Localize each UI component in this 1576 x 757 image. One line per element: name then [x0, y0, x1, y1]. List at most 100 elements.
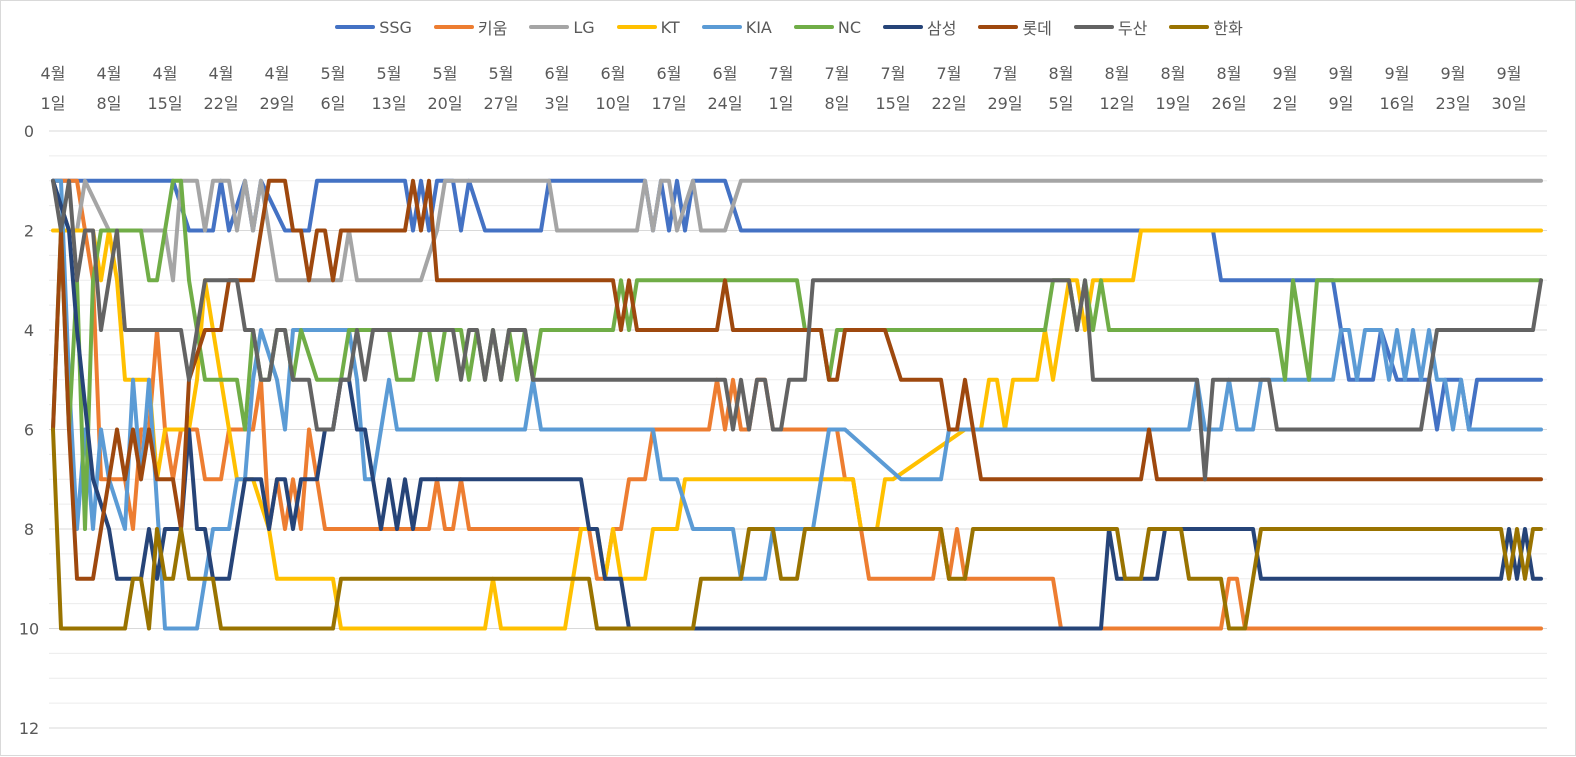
- x-tick-label-month: 6월: [657, 64, 682, 83]
- x-tick-label-day: 17일: [651, 94, 686, 113]
- x-tick-label-day: 22일: [203, 94, 238, 113]
- legend-swatch: [433, 25, 474, 29]
- y-tick-label: 10: [19, 620, 39, 639]
- x-tick-label-month: 8월: [1161, 64, 1186, 83]
- series-line-KIA: [51, 178, 1543, 631]
- legend-swatch: [883, 25, 923, 29]
- legend-swatch: [978, 25, 1019, 29]
- y-tick-label: 0: [24, 122, 34, 141]
- x-tick-label-month: 7월: [881, 64, 906, 83]
- x-tick-label-month: 9월: [1385, 64, 1410, 83]
- legend: SSG 키움 LG KT KIA NC 삼성 롯데 두산 한화: [1, 15, 1576, 39]
- x-tick-label-day: 1일: [41, 94, 66, 113]
- x-tick-label-day: 23일: [1435, 94, 1470, 113]
- legend-label: KT: [660, 17, 680, 37]
- x-tick-label-month: 6월: [545, 64, 570, 83]
- x-tick-label-day: 5일: [1049, 94, 1074, 113]
- x-tick-label-month: 9월: [1273, 64, 1298, 83]
- legend-label: LG: [573, 17, 595, 37]
- legend-swatch: [529, 25, 570, 29]
- x-tick-label-month: 5월: [321, 64, 346, 83]
- x-tick-label-day: 15일: [875, 94, 910, 113]
- y-tick-label: 6: [24, 421, 34, 440]
- legend-label: 두산: [1117, 19, 1148, 38]
- x-tick-label-month: 9월: [1329, 64, 1354, 83]
- x-tick-label-month: 8월: [1105, 64, 1130, 83]
- x-tick-label-day: 10일: [595, 94, 630, 113]
- series-lines: [51, 178, 1543, 631]
- x-tick-label-day: 19일: [1155, 94, 1190, 113]
- legend-item: 두산: [1073, 15, 1148, 39]
- y-tick-label: 4: [24, 321, 34, 340]
- legend-swatch: [1169, 25, 1210, 29]
- legend-item: KT: [616, 15, 680, 39]
- x-tick-label-month: 4월: [97, 64, 122, 83]
- legend-item: LG: [529, 15, 595, 39]
- x-tick-label-month: 7월: [937, 64, 962, 83]
- x-tick-label-month: 8월: [1049, 64, 1074, 83]
- x-tick-label-month: 7월: [825, 64, 850, 83]
- legend-label: 롯데: [1022, 19, 1052, 38]
- x-tick-label-day: 12일: [1099, 94, 1134, 113]
- x-tick-label-month: 4월: [209, 64, 234, 83]
- x-tick-label-month: 7월: [993, 64, 1018, 83]
- legend-item: SSG: [335, 15, 412, 39]
- x-tick-label-month: 6월: [601, 64, 626, 83]
- y-axis-ticks: 0 2 4 6 8 10 12: [19, 122, 39, 738]
- x-tick-label-day: 24일: [707, 94, 742, 113]
- legend-label: NC: [837, 17, 861, 37]
- legend-swatch: [335, 25, 376, 29]
- x-tick-label-day: 2일: [1273, 94, 1298, 113]
- x-tick-label-month: 6월: [713, 64, 738, 83]
- legend-label: 한화: [1213, 19, 1243, 38]
- x-tick-label-day: 8일: [825, 94, 850, 113]
- legend-item: NC: [793, 15, 861, 39]
- x-tick-label-day: 30일: [1491, 94, 1526, 113]
- series-line-키움: [51, 178, 1543, 631]
- x-tick-label-month: 5월: [433, 64, 458, 83]
- x-tick-label-month: 8월: [1217, 64, 1242, 83]
- y-tick-label: 2: [24, 222, 34, 241]
- y-tick-label: 8: [24, 520, 34, 539]
- x-tick-label-month: 4월: [153, 64, 178, 83]
- legend-label: KIA: [745, 17, 772, 37]
- x-tick-label-month: 9월: [1497, 64, 1522, 83]
- legend-swatch: [616, 25, 657, 29]
- x-tick-label-day: 13일: [371, 94, 406, 113]
- x-tick-label-day: 3일: [545, 94, 570, 113]
- x-tick-label-day: 27일: [483, 94, 518, 113]
- x-tick-label-month: 5월: [377, 64, 402, 83]
- x-tick-label-day: 29일: [259, 94, 294, 113]
- x-tick-label-day: 16일: [1379, 94, 1414, 113]
- legend-label: 키움: [477, 19, 508, 38]
- legend-item: 한화: [1169, 15, 1243, 39]
- legend-swatch: [701, 25, 742, 29]
- legend-item: 롯데: [978, 15, 1052, 39]
- x-tick-label-month: 4월: [265, 64, 290, 83]
- x-tick-label-month: 4월: [41, 64, 66, 83]
- x-tick-label-day: 22일: [931, 94, 966, 113]
- legend-item: KIA: [701, 15, 772, 39]
- x-tick-label-day: 26일: [1211, 94, 1246, 113]
- x-axis-ticks: 4월 1일 4월 8일 4월 15일 4월 22일 4월 29일 5월 6일 5월 13일 5월 20일 5월 2…: [41, 64, 1527, 113]
- x-tick-label-day: 6일: [321, 94, 346, 113]
- series-line-KT: [51, 228, 1543, 631]
- legend-item: 삼성: [883, 15, 956, 39]
- x-tick-label-month: 9월: [1441, 64, 1466, 83]
- legend-swatch: [1073, 25, 1114, 29]
- series-line-한화: [51, 427, 1543, 631]
- x-tick-label-day: 9일: [1329, 94, 1354, 113]
- y-tick-label: 12: [19, 719, 39, 738]
- legend-label: 삼성: [927, 19, 957, 38]
- x-tick-label-month: 7월: [769, 64, 794, 83]
- x-tick-label-day: 20일: [427, 94, 462, 113]
- x-tick-label-day: 29일: [987, 94, 1022, 113]
- legend-item: 키움: [433, 15, 508, 39]
- x-tick-label-month: 5월: [489, 64, 514, 83]
- x-tick-label-day: 15일: [147, 94, 182, 113]
- series-line-두산: [51, 178, 1543, 482]
- x-tick-label-day: 8일: [97, 94, 122, 113]
- series-line-롯데: [51, 178, 1543, 581]
